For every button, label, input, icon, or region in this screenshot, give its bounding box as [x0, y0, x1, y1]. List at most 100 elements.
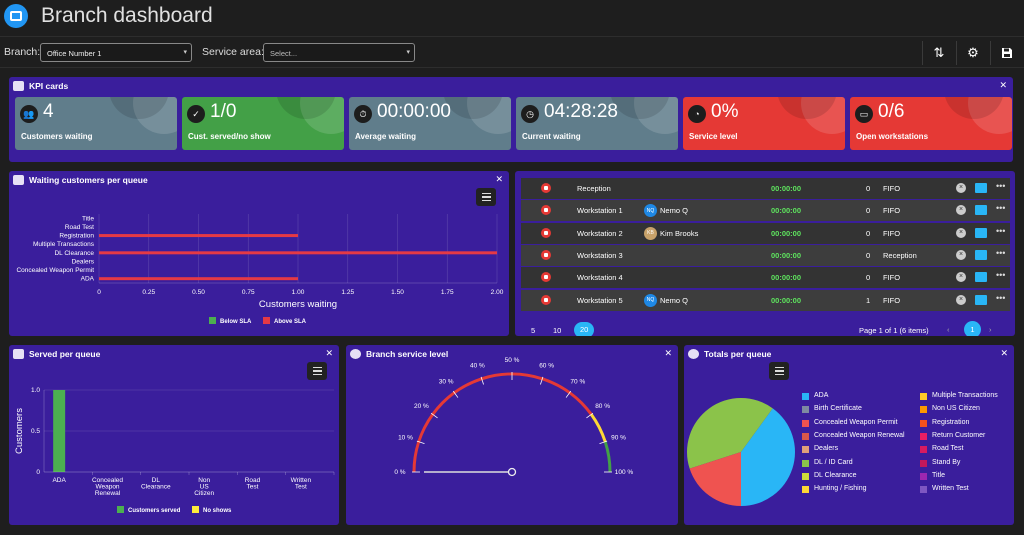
- legend-swatch: [802, 446, 809, 454]
- close-icon[interactable]: ×: [956, 249, 966, 260]
- close-icon[interactable]: ×: [956, 183, 966, 193]
- page-size-10[interactable]: 10: [553, 326, 562, 335]
- stop-icon[interactable]: [541, 294, 551, 305]
- pie-slice[interactable]: [741, 408, 795, 506]
- id-card-icon[interactable]: [975, 205, 987, 216]
- id-card-icon[interactable]: [975, 272, 987, 283]
- gauge-band: [590, 413, 607, 443]
- wait-time: 00:00:00: [771, 273, 802, 283]
- queue-mode: FIFO: [883, 228, 901, 238]
- close-icon[interactable]: ×: [956, 294, 966, 305]
- id-card-icon[interactable]: [975, 227, 987, 238]
- legend-label: Hunting / Fishing: [814, 485, 867, 493]
- branch-label: Branch:: [4, 46, 41, 58]
- queue-mode: FIFO: [883, 273, 901, 283]
- page-button-1[interactable]: 1: [964, 321, 981, 336]
- waiting-panel-title: Waiting customers per queue: [29, 175, 148, 185]
- pie-slice[interactable]: [689, 452, 741, 506]
- page-size-20[interactable]: 20: [574, 322, 595, 336]
- stop-icon[interactable]: [541, 183, 551, 193]
- chart-menu-button[interactable]: [476, 188, 496, 206]
- prev-page-icon[interactable]: ‹: [947, 325, 950, 334]
- stop-icon[interactable]: [541, 205, 551, 216]
- chart-menu-button[interactable]: [769, 362, 789, 380]
- kpi-value: 0%: [711, 101, 739, 122]
- y-tick-label: Registration: [59, 233, 94, 240]
- close-icon[interactable]: ✕: [664, 348, 672, 358]
- more-icon[interactable]: •••: [996, 270, 1006, 281]
- y-tick-label: Title: [82, 215, 94, 222]
- save-button[interactable]: [994, 41, 1020, 65]
- gauge-tick-label: 60 %: [539, 362, 554, 369]
- bar-above-sla[interactable]: [99, 277, 298, 281]
- more-icon[interactable]: •••: [996, 181, 1006, 191]
- bar-above-sla[interactable]: [99, 234, 298, 238]
- close-icon[interactable]: ✕: [495, 174, 503, 184]
- id-card-icon[interactable]: [975, 249, 987, 260]
- served-count: 0: [866, 206, 871, 216]
- legend-swatch: [802, 486, 809, 494]
- service-area-placeholder: Select...: [270, 49, 298, 58]
- user-name: Nemo Q: [660, 295, 688, 305]
- x-tick-label: 1.00: [292, 289, 305, 296]
- kpi-card: ◔ 0% Service level: [683, 97, 845, 150]
- service-area-select[interactable]: Select... ▾: [263, 43, 415, 62]
- kpi-value: 1/0: [210, 101, 237, 122]
- legend-swatch: [802, 432, 809, 440]
- more-icon[interactable]: •••: [996, 292, 1006, 303]
- chart-menu-button[interactable]: [307, 362, 327, 380]
- legend-label: Above SLA: [274, 319, 307, 325]
- x-tick-label: 0.75: [242, 289, 255, 296]
- close-icon[interactable]: ✕: [1000, 348, 1008, 358]
- close-icon[interactable]: ✕: [325, 348, 333, 358]
- legend-label: Concealed Weapon Renewal: [814, 431, 905, 439]
- legend-label: Title: [932, 471, 945, 479]
- settings-button[interactable]: ⚙: [960, 41, 986, 65]
- legend-swatch: [802, 459, 809, 467]
- served-count: 0: [866, 184, 871, 193]
- x-tick-line: DL: [152, 477, 161, 484]
- table-row: Reception 00:00:00 0 FIFO × •••: [521, 178, 1010, 199]
- sort-button[interactable]: ⇅: [926, 41, 952, 65]
- gauge-icon: ◔: [688, 105, 706, 123]
- y-axis-title: Customers: [14, 408, 25, 454]
- next-page-icon[interactable]: ›: [989, 325, 992, 334]
- pie-slice[interactable]: [687, 398, 773, 469]
- stop-icon[interactable]: [541, 272, 551, 283]
- id-card-icon[interactable]: [975, 294, 987, 305]
- kpi-value: 00:00:00: [377, 101, 451, 122]
- gauge-tick: [452, 390, 459, 398]
- id-card-icon[interactable]: [975, 183, 987, 193]
- page-size-5[interactable]: 5: [531, 326, 536, 335]
- gauge-band: [603, 441, 612, 473]
- served-count: 0: [866, 250, 871, 260]
- stop-icon[interactable]: [541, 249, 551, 260]
- close-icon[interactable]: ×: [956, 272, 966, 283]
- legend-swatch: [263, 317, 270, 324]
- close-icon[interactable]: ×: [956, 227, 966, 238]
- more-icon[interactable]: •••: [996, 203, 1006, 214]
- stop-icon[interactable]: [541, 227, 551, 238]
- gauge-tick-label: 100 %: [615, 469, 634, 476]
- y-tick-label: 0: [36, 469, 40, 476]
- card-decoration: [777, 97, 837, 119]
- kpi-label: Average waiting: [355, 132, 417, 141]
- x-tick-label: 2.00: [491, 289, 504, 296]
- wait-time: 00:00:00: [771, 295, 802, 305]
- toolbar-divider: [956, 41, 957, 65]
- close-icon[interactable]: ✕: [999, 80, 1007, 90]
- x-tick-line: Clearance: [141, 484, 171, 491]
- bar-above-sla[interactable]: [99, 251, 497, 255]
- close-icon[interactable]: ×: [956, 205, 966, 216]
- gauge-icon: [350, 349, 361, 359]
- gauge-tick: [416, 440, 425, 444]
- more-icon[interactable]: •••: [996, 247, 1006, 258]
- clock-plus-icon: ◷: [521, 105, 539, 123]
- branch-select[interactable]: Office Number 1 ▾: [40, 43, 192, 62]
- wait-time: 00:00:00: [771, 228, 802, 238]
- service-area-label: Service area:: [202, 46, 264, 58]
- bar-customers-served[interactable]: [53, 390, 66, 472]
- card-decoration: [443, 97, 503, 119]
- more-icon[interactable]: •••: [996, 225, 1006, 236]
- kpi-card: ▭ 0/6 Open workstations: [850, 97, 1012, 150]
